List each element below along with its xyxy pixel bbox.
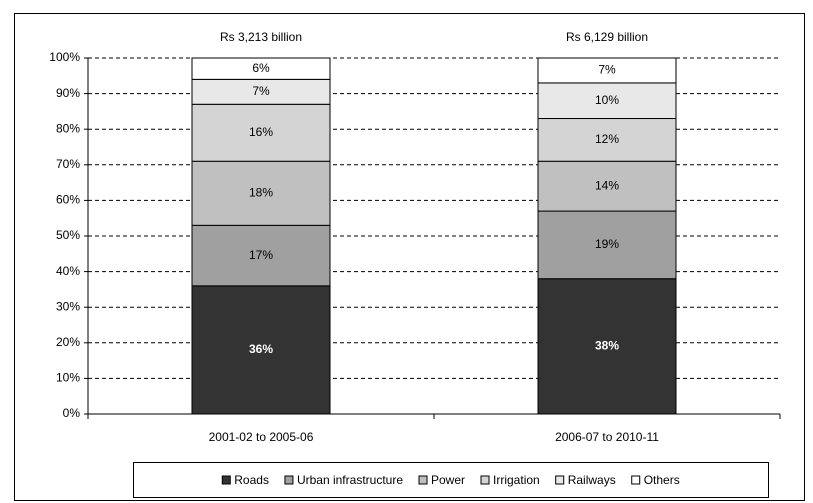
bar-segment <box>537 210 677 280</box>
legend-label: Irrigation <box>493 473 540 487</box>
value-label: 36% <box>249 342 273 356</box>
y-tick-label: 40% <box>56 264 80 278</box>
bar-segment <box>191 78 331 105</box>
y-tick-label: 50% <box>56 228 80 242</box>
legend-label: Others <box>644 473 680 487</box>
legend-label: Power <box>431 473 465 487</box>
legend-label: Railways <box>568 473 616 487</box>
value-label: 38% <box>595 339 619 353</box>
legend-swatch <box>480 475 490 485</box>
legend-label: Roads <box>234 473 269 487</box>
bar-segment <box>537 82 677 120</box>
legend-box <box>133 462 769 498</box>
legend-swatch <box>221 475 231 485</box>
y-tick-label: 0% <box>63 406 81 420</box>
value-label: 14% <box>595 178 619 192</box>
bar-segment <box>191 224 331 287</box>
y-tick-label: 10% <box>56 371 80 385</box>
legend-label: Urban infrastructure <box>297 473 403 487</box>
value-label: 7% <box>252 84 270 98</box>
y-tick-label: 60% <box>56 193 80 207</box>
y-tick-label: 30% <box>56 299 80 313</box>
bar-segment <box>537 57 677 84</box>
bar-segment <box>191 103 331 162</box>
y-tick-label: 100% <box>49 50 80 64</box>
value-label: 19% <box>595 237 619 251</box>
y-tick-label: 90% <box>56 86 80 100</box>
y-tick-label: 70% <box>56 157 80 171</box>
bar-annotation: Rs 6,129 billion <box>566 30 648 44</box>
value-label: 10% <box>595 93 619 107</box>
value-label: 7% <box>598 63 616 77</box>
chart-border <box>14 13 805 501</box>
bar-segment <box>537 278 677 415</box>
value-label: 16% <box>249 125 273 139</box>
bar-segment <box>537 118 677 162</box>
y-tick-label: 80% <box>56 121 80 135</box>
legend-swatch <box>631 475 641 485</box>
value-label: 17% <box>249 248 273 262</box>
y-tick-label: 20% <box>56 335 80 349</box>
bar-segment <box>537 160 677 212</box>
value-label: 18% <box>249 185 273 199</box>
legend-swatch <box>555 475 565 485</box>
value-label: 12% <box>595 132 619 146</box>
bar-segment <box>191 285 331 415</box>
bar-segment <box>191 57 331 80</box>
legend-swatch <box>284 475 294 485</box>
x-tick-label: 2006-07 to 2010-11 <box>555 430 659 444</box>
bar-annotation: Rs 3,213 billion <box>220 30 302 44</box>
bar-segment <box>191 160 331 226</box>
legend-swatch <box>418 475 428 485</box>
x-tick-label: 2001-02 to 2005-06 <box>209 430 314 444</box>
value-label: 6% <box>252 61 270 75</box>
